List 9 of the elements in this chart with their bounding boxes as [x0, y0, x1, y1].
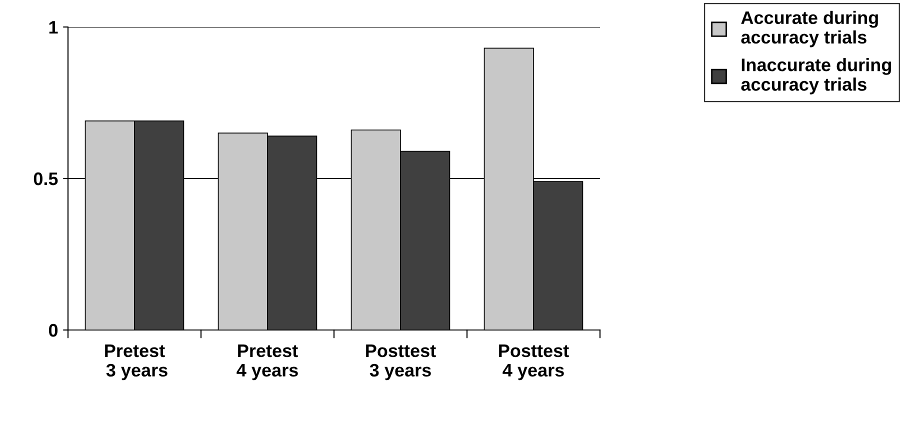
x-tick-label: Pretest 4 years: [236, 344, 298, 380]
x-tick-label: Posttest 4 years: [499, 344, 569, 380]
legend-label: Inaccurate during accuracy trials: [741, 58, 891, 94]
y-tick-label: 0: [48, 324, 58, 337]
y-tick-label: 1: [49, 21, 58, 34]
x-tick-label: Posttest 3 years: [366, 344, 436, 380]
legend-label: Accurate during accuracy trials: [741, 10, 878, 48]
x-tick-label: Pretest 3 years: [105, 344, 168, 380]
y-tick-label: 0.5: [34, 172, 58, 186]
